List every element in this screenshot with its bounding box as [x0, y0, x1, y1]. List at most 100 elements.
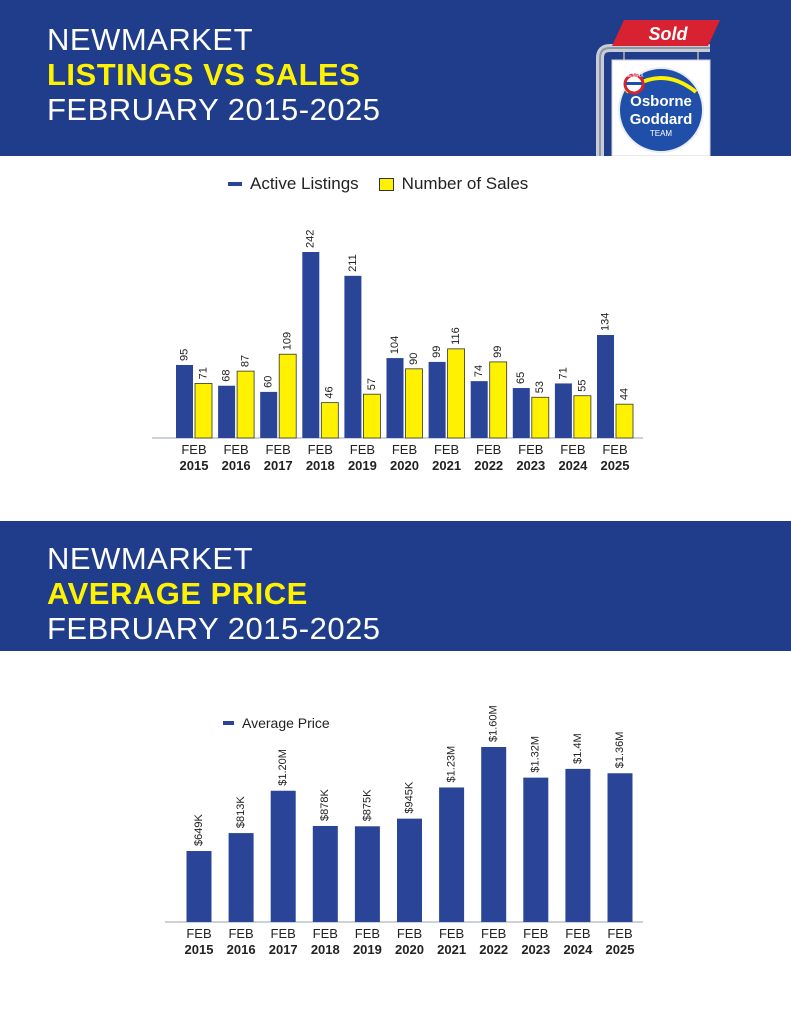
- label-number-of-sales-feb-2023: 53: [534, 381, 546, 393]
- bar-number-of-sales-feb-2017: [278, 353, 297, 439]
- average-price-chart: $649KFEB2015$813KFEB2016$1.20MFEB2017$87…: [165, 705, 643, 957]
- tick-year-2-feb-2020: 2020: [395, 942, 424, 957]
- tick-year-feb-2017: 2017: [264, 458, 293, 473]
- bar-average-price-feb-2023: [523, 777, 549, 922]
- bar-active-listings-feb-2020: [386, 358, 404, 438]
- label-number-of-sales-feb-2024: 55: [576, 379, 588, 391]
- label-average-price-feb-2021: $1.23M: [446, 746, 458, 783]
- label-number-of-sales-feb-2020: 90: [408, 353, 420, 365]
- label-active-listings-feb-2025: 134: [599, 313, 611, 331]
- bar-number-of-sales-feb-2016: [236, 370, 255, 439]
- label-active-listings-feb-2015: 95: [178, 349, 190, 361]
- tick-month-2-feb-2025: FEB: [607, 926, 632, 941]
- logo-name-line1: Osborne: [630, 93, 692, 110]
- bar-active-listings-feb-2015: [176, 364, 193, 438]
- banner-title: LISTINGS VS SALES: [47, 57, 361, 92]
- remax-balloon-icon: [623, 73, 645, 95]
- label-average-price-feb-2025: $1.36M: [614, 732, 626, 769]
- tick-year-2-feb-2022: 2022: [479, 942, 508, 957]
- bar-number-of-sales-feb-2019: [362, 393, 381, 439]
- bar-active-listings-feb-2017: [260, 391, 278, 438]
- banner-period: FEBRUARY 2015-2025: [47, 92, 381, 127]
- tick-month-feb-2015: FEB: [181, 442, 206, 457]
- label-average-price-feb-2019: $875K: [361, 789, 373, 821]
- listings-vs-sales-chart: 9571FEB20156887FEB201660109FEB201724246F…: [152, 230, 643, 473]
- tick-month-2-feb-2017: FEB: [271, 926, 296, 941]
- banner-city-2: NEWMARKET: [47, 541, 253, 576]
- tick-month-feb-2024: FEB: [560, 442, 585, 457]
- legend-label-price: Average Price: [242, 715, 330, 731]
- label-average-price-feb-2018: $878K: [319, 788, 331, 820]
- label-number-of-sales-feb-2025: 44: [618, 388, 630, 400]
- bar-number-of-sales-feb-2025: [615, 403, 634, 439]
- bar-number-of-sales-feb-2015: [194, 383, 213, 439]
- logo-name-line2: Goddard: [630, 111, 693, 128]
- bar-number-of-sales-feb-2020: [405, 368, 423, 439]
- tick-month-feb-2016: FEB: [223, 442, 248, 457]
- tick-year-2-feb-2019: 2019: [353, 942, 382, 957]
- legend-swatch-sales: [378, 177, 394, 191]
- label-active-listings-feb-2018: 242: [305, 230, 317, 248]
- bar-active-listings-feb-2023: [512, 388, 530, 438]
- label-number-of-sales-feb-2019: 57: [366, 378, 378, 390]
- label-active-listings-feb-2017: 60: [263, 376, 275, 388]
- tick-month-2-feb-2023: FEB: [523, 926, 548, 941]
- tick-month-feb-2022: FEB: [476, 442, 501, 457]
- label-active-listings-feb-2020: 104: [389, 336, 401, 354]
- tick-month-2-feb-2021: FEB: [439, 926, 464, 941]
- tick-year-feb-2024: 2024: [558, 458, 588, 473]
- label-active-listings-feb-2016: 68: [221, 369, 233, 381]
- label-number-of-sales-feb-2015: 71: [197, 367, 209, 379]
- bar-average-price-feb-2025: [607, 773, 633, 922]
- bar-average-price-feb-2024: [565, 768, 591, 922]
- tick-year-2-feb-2024: 2024: [563, 942, 593, 957]
- label-active-listings-feb-2024: 71: [557, 367, 569, 379]
- tick-month-feb-2019: FEB: [350, 442, 375, 457]
- bar-number-of-sales-feb-2022: [489, 361, 508, 439]
- bar-average-price-feb-2021: [439, 787, 465, 922]
- tick-year-feb-2021: 2021: [432, 458, 461, 473]
- remax-text: RE/MAX: [624, 73, 644, 79]
- bar-average-price-feb-2016: [228, 833, 254, 922]
- label-number-of-sales-feb-2018: 46: [324, 386, 336, 398]
- label-average-price-feb-2015: $649K: [193, 814, 205, 846]
- logo-name-line3: TEAM: [650, 129, 673, 138]
- tick-year-feb-2025: 2025: [601, 458, 630, 473]
- label-average-price-feb-2017: $1.20M: [277, 749, 289, 786]
- label-active-listings-feb-2021: 99: [431, 346, 443, 358]
- label-average-price-feb-2016: $813K: [235, 796, 247, 828]
- tick-year-feb-2018: 2018: [306, 458, 335, 473]
- tick-month-2-feb-2016: FEB: [228, 926, 253, 941]
- label-active-listings-feb-2019: 211: [347, 254, 359, 272]
- label-average-price-feb-2023: $1.32M: [530, 736, 542, 773]
- tick-month-2-feb-2015: FEB: [186, 926, 211, 941]
- tick-month-2-feb-2022: FEB: [481, 926, 506, 941]
- label-number-of-sales-feb-2021: 116: [450, 327, 462, 345]
- label-average-price-feb-2020: $945K: [403, 781, 415, 813]
- legend-swatch-price: [223, 721, 234, 725]
- bar-average-price-feb-2020: [397, 818, 422, 922]
- bar-number-of-sales-feb-2023: [531, 396, 550, 439]
- chart2-legend: Average Price: [223, 715, 330, 731]
- label-active-listings-feb-2022: 74: [473, 365, 485, 377]
- tick-year-2-feb-2023: 2023: [521, 942, 550, 957]
- tick-year-2-feb-2016: 2016: [227, 942, 256, 957]
- tick-year-feb-2015: 2015: [180, 458, 209, 473]
- bar-average-price-feb-2018: [312, 825, 338, 922]
- tick-year-feb-2016: 2016: [222, 458, 251, 473]
- bar-average-price-feb-2015: [186, 851, 212, 922]
- bar-average-price-feb-2022: [481, 747, 507, 922]
- sold-sign-text: Sold: [649, 24, 689, 44]
- bar-number-of-sales-feb-2018: [320, 402, 339, 439]
- bar-active-listings-feb-2018: [302, 252, 320, 438]
- bar-active-listings-feb-2019: [344, 275, 362, 438]
- bar-active-listings-feb-2024: [554, 383, 572, 438]
- chart1-legend: Active Listings Number of Sales: [228, 174, 528, 194]
- label-average-price-feb-2022: $1.60M: [488, 705, 500, 742]
- tick-year-feb-2020: 2020: [390, 458, 419, 473]
- tick-year-2-feb-2025: 2025: [606, 942, 635, 957]
- label-average-price-feb-2024: $1.4M: [572, 733, 584, 764]
- legend-swatch-active: [228, 182, 242, 186]
- label-number-of-sales-feb-2022: 99: [492, 346, 504, 358]
- bar-active-listings-feb-2021: [428, 361, 446, 438]
